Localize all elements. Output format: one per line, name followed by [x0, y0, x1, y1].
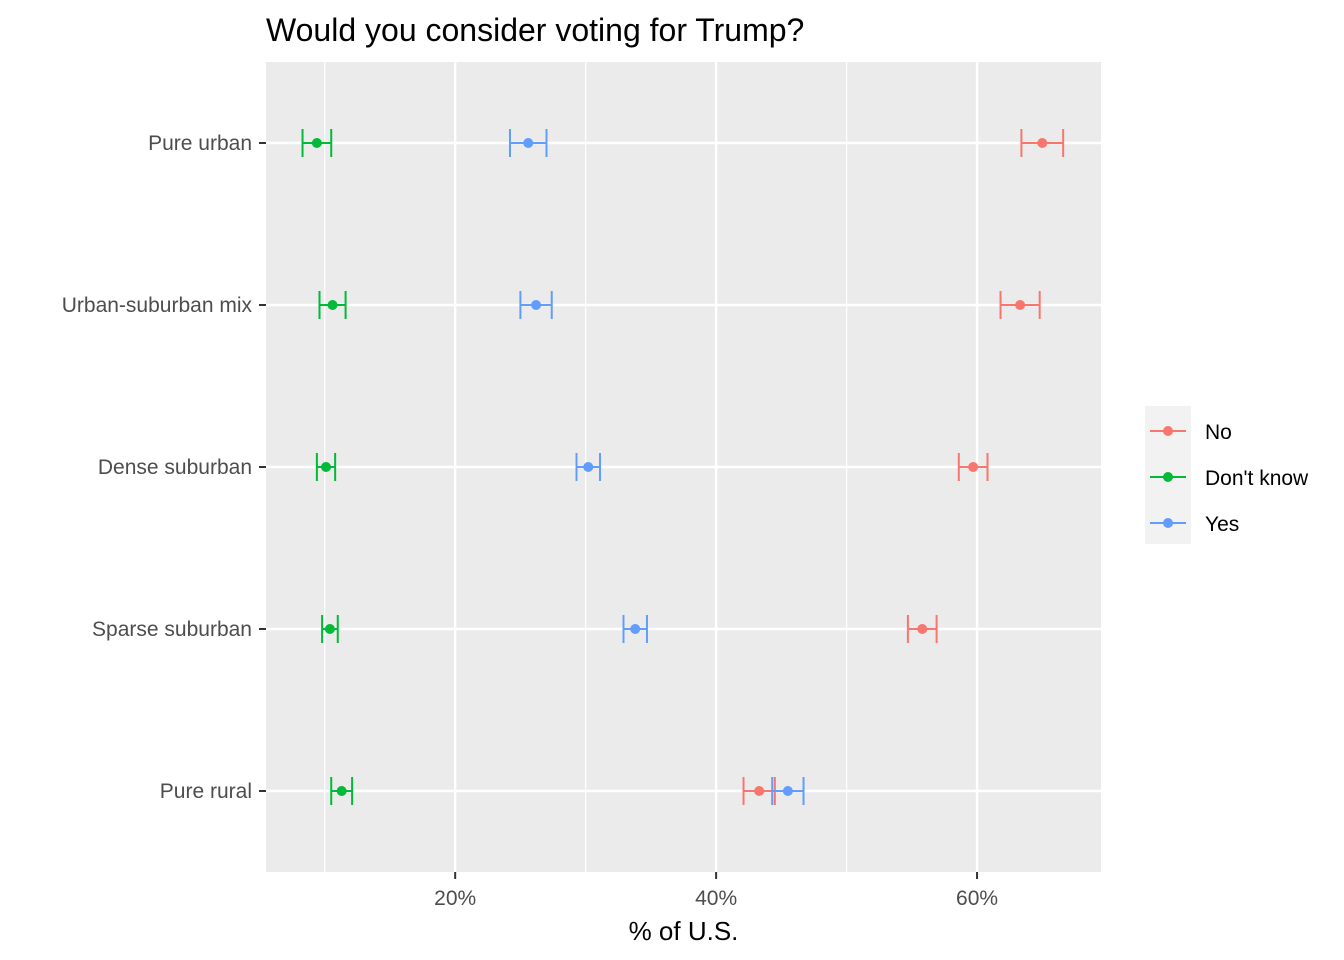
series-no: [742, 129, 1065, 805]
legend-key-point: [1163, 426, 1173, 436]
legend-key: [1150, 518, 1186, 528]
x-axis-label: % of U.S.: [629, 916, 739, 946]
data-point: [630, 624, 641, 634]
series-don-t-know: [301, 129, 354, 805]
y-tick-label: Dense suburban: [98, 456, 252, 479]
legend-label: No: [1205, 421, 1232, 444]
data-point: [327, 300, 338, 310]
data-point: [782, 786, 793, 796]
chart-title: Would you consider voting for Trump?: [266, 12, 804, 48]
data-point: [523, 138, 534, 148]
data-point: [754, 786, 765, 796]
data-point: [531, 300, 542, 310]
legend-key: [1150, 426, 1186, 436]
data-point: [321, 462, 332, 472]
y-axis: Pure urban Urban-suburban mix Dense suburb…: [62, 132, 266, 803]
data-point: [1037, 138, 1048, 148]
legend: No Don't know Yes: [1145, 406, 1309, 544]
y-tick-label: Urban-suburban mix: [62, 294, 253, 317]
data-point: [968, 462, 979, 472]
data-point: [324, 624, 335, 634]
y-tick-label: Pure urban: [148, 132, 252, 155]
data-point: [311, 138, 322, 148]
grid-lines: [266, 62, 1101, 872]
x-tick-label: 40%: [695, 887, 737, 910]
series-yes: [508, 129, 805, 805]
x-axis: 20% 40% 60%: [434, 872, 998, 910]
data-point: [1015, 300, 1026, 310]
series-marks: [301, 129, 1065, 805]
legend-key-point: [1163, 472, 1173, 482]
legend-label: Don't know: [1205, 467, 1309, 490]
data-point: [917, 624, 928, 634]
data-point: [583, 462, 594, 472]
y-tick-label: Sparse suburban: [92, 618, 252, 641]
legend-key: [1150, 472, 1186, 482]
y-tick-label: Pure rural: [160, 780, 252, 803]
legend-label: Yes: [1205, 513, 1239, 536]
legend-key-point: [1163, 518, 1173, 528]
x-tick-label: 20%: [434, 887, 476, 910]
x-tick-label: 60%: [956, 887, 998, 910]
data-point: [336, 786, 347, 796]
